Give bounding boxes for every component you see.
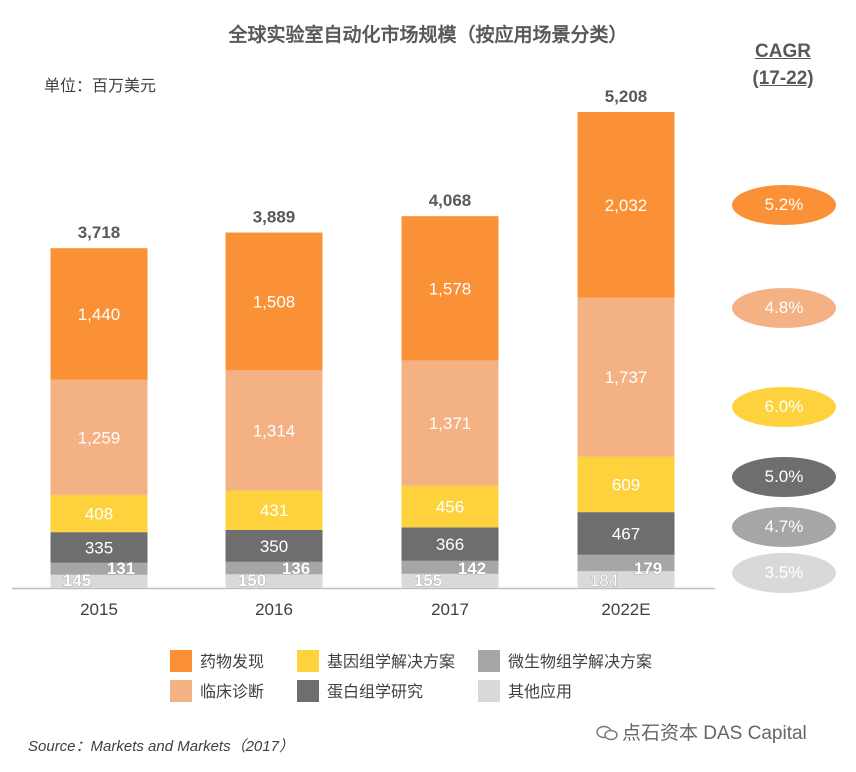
segment-label: 1,259 [78, 428, 121, 447]
legend-item: 临床诊断 [170, 678, 264, 702]
segment-label: 408 [85, 505, 113, 524]
cagr-header-line2: (17-22) [752, 68, 814, 89]
legend-item: 基因组学解决方案 [297, 648, 455, 672]
segment-label: 1,508 [253, 292, 296, 311]
cagr-badge: 4.8% [732, 288, 836, 328]
legend-swatch [478, 650, 500, 672]
cagr-badge: 5.0% [732, 457, 836, 497]
legend-label: 基因组学解决方案 [327, 654, 456, 671]
segment-label: 1,371 [429, 414, 472, 433]
legend-item: 药物发现 [170, 648, 264, 672]
bar-segment [401, 573, 499, 588]
bar-segment [577, 112, 675, 298]
bar-segment [401, 360, 499, 486]
segment-label: 335 [85, 538, 113, 557]
segment-label: 1,440 [78, 305, 121, 324]
legend-swatch [170, 650, 192, 672]
segment-label: 145 [63, 571, 91, 590]
bar-segment [577, 512, 675, 555]
segment-label: 131 [107, 559, 135, 578]
unit-label: 单位：百万美元 [44, 78, 157, 95]
x-tick-label: 2015 [80, 600, 118, 619]
legend-item: 蛋白组学研究 [297, 678, 423, 702]
segment-label: 609 [612, 475, 640, 494]
bar-segment [577, 554, 675, 572]
total-label: 3,889 [253, 208, 296, 227]
bar-segment [401, 485, 499, 528]
bar-segment [225, 574, 323, 588]
cagr-badge: 6.0% [732, 387, 836, 427]
bar-segment [577, 297, 675, 457]
bar-segment [225, 232, 323, 371]
bar-segment [401, 216, 499, 361]
wechat-icon [596, 725, 618, 741]
bar-segment [225, 529, 323, 562]
cagr-header-line1: CAGR [755, 41, 811, 62]
cagr-badge: 3.5% [732, 553, 836, 593]
bar-segment [577, 456, 675, 513]
segment-label: 431 [260, 501, 288, 520]
cagr-header: CAGR (17-22) [738, 38, 828, 92]
segment-label: 142 [458, 559, 486, 578]
chart-title: 全球实验室自动化市场规模（按应用场景分类） [228, 25, 628, 46]
cagr-badge: 5.2% [732, 185, 836, 225]
legend-swatch [297, 680, 319, 702]
legend-swatch [478, 680, 500, 702]
total-label: 5,208 [605, 87, 648, 106]
segment-label: 366 [436, 535, 464, 554]
total-label: 4,068 [429, 191, 472, 210]
legend-label: 微生物组学解决方案 [508, 654, 653, 671]
segment-label: 136 [282, 559, 310, 578]
source-note: Source：Markets and Markets（2017） [28, 738, 294, 755]
segment-label: 1,578 [429, 279, 472, 298]
legend-item: 微生物组学解决方案 [478, 648, 652, 672]
segment-label: 155 [414, 571, 442, 590]
legend-label: 蛋白组学研究 [327, 684, 424, 701]
bar-segment [401, 527, 499, 561]
watermark: 点石资本 DAS Capital [596, 718, 807, 745]
bar-segment [401, 560, 499, 574]
segment-label: 456 [436, 498, 464, 517]
legend-swatch [170, 680, 192, 702]
segment-label: 150 [238, 571, 266, 590]
legend-label: 药物发现 [200, 654, 265, 671]
total-label: 3,718 [78, 223, 121, 242]
segment-label: 1,737 [605, 368, 648, 387]
legend-label: 临床诊断 [200, 684, 265, 701]
bar-segment [50, 248, 148, 380]
bar-segment [225, 370, 323, 491]
segment-label: 179 [634, 559, 662, 578]
watermark-text: 点石资本 DAS Capital [622, 723, 807, 744]
x-tick-label: 2017 [431, 600, 469, 619]
bar-segment [50, 532, 148, 563]
segment-label: 1,314 [253, 421, 296, 440]
segment-label: 184 [590, 571, 618, 590]
segment-label: 350 [260, 537, 288, 556]
bar-segment [50, 494, 148, 533]
legend-label: 其他应用 [508, 684, 573, 701]
bar-segment [50, 562, 148, 575]
legend-swatch [297, 650, 319, 672]
bar-segment [225, 561, 323, 575]
bar-segment [225, 490, 323, 530]
bar-segment [50, 379, 148, 495]
segment-label: 467 [612, 524, 640, 543]
bar-segment [577, 571, 675, 588]
bar-segment [50, 574, 148, 588]
x-tick-label: 2022E [601, 600, 650, 619]
legend-item: 其他应用 [478, 678, 572, 702]
cagr-badge: 4.7% [732, 507, 836, 547]
segment-label: 2,032 [605, 196, 648, 215]
x-tick-label: 2016 [255, 600, 293, 619]
